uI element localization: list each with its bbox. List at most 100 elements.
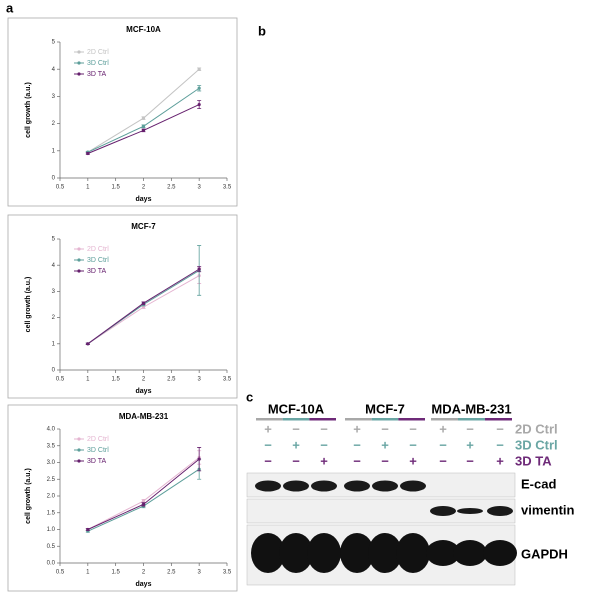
x-tick-label: 0.5 [56,185,65,191]
x-axis-label: days [136,388,152,395]
group-underline [309,418,336,421]
band [426,540,460,566]
point [86,342,90,346]
treatment-sign: + [292,437,300,452]
x-tick-label: 3.5 [223,185,232,191]
condition-label: 3D Ctrl [515,437,558,452]
point [197,102,201,107]
y-tick-label: 3 [52,94,56,100]
treatment-sign: − [353,453,361,468]
treatment-sign: − [496,437,504,452]
y-tick-label: 2 [52,121,56,127]
x-tick-label: 1 [86,570,90,576]
group-underline [371,418,399,421]
band [457,508,483,514]
y-tick-label: 3 [52,289,56,295]
charts: MCF-10A 0 1 2 3 4 5 0.5 1 1.5 2 2.5 3 3.5 days cell gro… [7,17,238,592]
condition-label: 3D TA [515,453,552,468]
band [251,533,285,573]
point [141,499,146,503]
chart-frame [7,404,238,592]
band [400,480,426,492]
treatment-sign: − [381,453,389,468]
y-tick-label: 3.5 [47,443,56,449]
x-tick-label: 2 [142,377,146,383]
x-tick-label: 3.5 [223,570,232,576]
band [255,480,281,492]
y-tick-label: 4.0 [47,427,56,433]
treatment-sign: + [466,437,474,452]
treatment-sign: − [292,453,300,468]
point [141,116,146,120]
legend-label: 3D TA [87,268,107,275]
legend-label: 2D Ctrl [87,49,109,56]
legend-label: 3D TA [87,458,107,465]
group-underline [431,418,458,421]
treatment-sign: − [320,421,328,436]
treatment-sign: − [264,437,272,452]
treatment-sign: − [292,421,300,436]
treatment-sign: + [353,421,361,436]
x-tick-label: 1.5 [111,377,120,383]
legend-label: 2D Ctrl [87,246,109,253]
chart-title: MDA-MB-231 [119,412,169,421]
treatment-sign: − [439,437,447,452]
y-tick-label: 0.5 [47,544,56,550]
legend-swatch [77,459,81,463]
treatment-sign: − [320,437,328,452]
band [487,506,513,516]
x-tick-label: 2.5 [167,570,176,576]
point [141,128,146,132]
x-axis-label: days [136,196,152,203]
condition-label: 2D Ctrl [515,421,558,436]
group-underline [345,418,372,421]
treatment-sign: − [409,421,417,436]
legend-swatch [77,247,81,251]
x-tick-label: 3 [197,185,201,191]
band [311,480,337,492]
protein-label: vimentin [521,502,575,517]
group-underline [458,418,485,421]
point [141,124,146,128]
group-underline [256,418,283,421]
chart-frame [7,214,238,399]
band [396,533,430,573]
y-axis-label: cell growth (a.u.) [25,468,32,524]
treatment-sign: − [439,453,447,468]
treatment-sign: + [409,453,417,468]
y-axis-label: cell growth (a.u.) [25,277,32,333]
protein-label: E-cad [521,476,556,491]
point [197,86,201,90]
x-axis-label: days [136,581,152,588]
band [344,480,370,492]
legend-swatch [77,50,81,54]
x-tick-label: 1.5 [111,185,120,191]
x-tick-label: 0.5 [56,570,65,576]
chart-frame [7,17,238,207]
x-tick-label: 0.5 [56,377,65,383]
treatment-sign: + [439,421,447,436]
x-tick-label: 2 [142,570,146,576]
treatment-sign: − [381,421,389,436]
treatment-sign: − [353,437,361,452]
x-tick-label: 3 [197,377,201,383]
y-tick-label: 1.5 [47,510,56,516]
cell-line-label: MCF-7 [365,401,405,416]
protein-label: GAPDH [521,546,568,561]
cell-line-label: MDA-MB-231 [431,401,511,416]
point [197,457,201,461]
x-tick-label: 2 [142,185,146,191]
legend-swatch [77,269,81,273]
point [141,305,146,309]
x-tick-label: 3 [197,570,201,576]
treatment-sign: − [264,453,272,468]
legend-label: 3D Ctrl [87,257,109,264]
point [197,67,201,71]
group-underline [282,418,310,421]
y-tick-label: 1.0 [47,527,56,533]
point [86,527,90,532]
point [141,301,146,305]
band [453,540,487,566]
panel-label: b [258,23,266,38]
